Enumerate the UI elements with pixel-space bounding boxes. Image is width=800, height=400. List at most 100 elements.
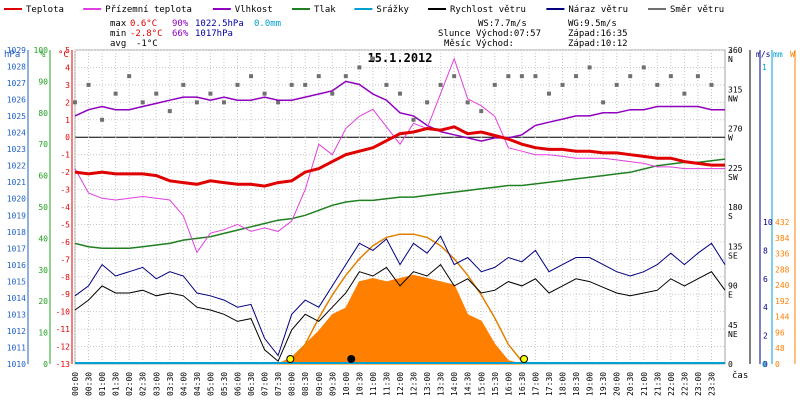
tick-hpa: 1013: [7, 310, 26, 319]
series-solar-theory: [289, 233, 525, 365]
tick-ms: 6: [763, 275, 768, 284]
dir-point: [194, 100, 199, 105]
tick-c: -3: [60, 186, 70, 195]
stat-avg-label: avg: [110, 39, 126, 49]
dir-point: [357, 65, 362, 70]
tick-mm: 1: [762, 63, 767, 72]
tick-hpa: 1027: [7, 79, 26, 88]
tick-c: -10: [56, 308, 71, 317]
dir-point: [655, 82, 660, 87]
axis-c-label: °C: [58, 50, 69, 60]
tick-time: 07:00: [261, 372, 270, 396]
tick-c: -4: [60, 203, 70, 212]
dir-point: [113, 91, 118, 96]
series-temperature: [74, 125, 725, 188]
stat-ws: WS:7.7m/s: [478, 19, 527, 29]
stat-sun-label: Slunce: [438, 29, 471, 39]
moonset-marker: [347, 355, 356, 363]
chart-title: 15.1.2012: [367, 51, 432, 65]
tick-c: 2: [65, 98, 70, 107]
tick-dir: 0: [728, 360, 733, 369]
tick-dir: SW: [728, 173, 738, 182]
tick-dir: 90: [728, 282, 738, 291]
dir-point: [560, 82, 565, 87]
dir-point: [546, 91, 551, 96]
tick-hpa: 1011: [7, 343, 26, 352]
dir-point: [181, 82, 186, 87]
dir-point: [276, 100, 281, 105]
stat-wg: WG:9.5m/s: [568, 19, 617, 29]
axis-time-label: čas: [732, 370, 748, 381]
dir-point: [289, 82, 294, 87]
tick-w: 144: [775, 313, 790, 322]
tick-c: -12: [56, 343, 71, 352]
tick-dir: N: [728, 55, 733, 64]
tick-time: 05:00: [206, 372, 215, 396]
tick-w: 0: [775, 360, 780, 369]
legend-label: Náraz větru: [568, 5, 628, 15]
tick-w: 96: [775, 328, 785, 337]
tick-c: -8: [60, 273, 70, 282]
tick-ms: 8: [763, 246, 768, 255]
dir-point: [601, 100, 606, 105]
tick-c: 5: [65, 46, 70, 55]
tick-time: 05:30: [220, 372, 229, 396]
tick-time: 17:30: [545, 372, 554, 396]
tick-ms: 10: [763, 218, 773, 227]
tick-time: 04:00: [179, 372, 188, 396]
tick-ms: 0: [763, 360, 768, 369]
tick-time: 03:30: [166, 372, 175, 396]
dir-point: [370, 56, 375, 61]
stat-moon-label: Měsíc: [444, 39, 471, 49]
tick-time: 04:30: [193, 372, 202, 396]
tick-hpa: 1022: [7, 162, 26, 171]
tick-time: 18:00: [559, 372, 568, 396]
tick-c: -1: [60, 151, 70, 160]
dir-point: [709, 82, 714, 87]
stat-max-temp: 0.6°C: [130, 19, 157, 29]
tick-hpa: 1018: [7, 228, 26, 237]
tick-w: 384: [775, 234, 790, 243]
tick-mm: 0: [762, 360, 767, 369]
tick-dir: 360: [728, 46, 743, 55]
tick-time: 16:30: [518, 372, 527, 396]
tick-c: -9: [60, 290, 70, 299]
dir-point: [100, 117, 105, 122]
dir-point: [411, 117, 416, 122]
tick-dir: NE: [728, 330, 738, 339]
series-pressure: [74, 158, 726, 250]
series-wind-speed: [74, 263, 726, 363]
tick-time: 22:00: [667, 372, 676, 396]
tick-time: 03:00: [152, 372, 161, 396]
tick-time: 02:30: [139, 372, 148, 396]
axis-hpa-label: hPa: [4, 50, 20, 60]
tick-hpa: 1028: [7, 63, 26, 72]
tick-c: -11: [56, 325, 71, 334]
tick-dir: 180: [728, 203, 743, 212]
tick-c: -13: [56, 360, 71, 369]
tick-hpa: 1019: [7, 211, 26, 220]
tick-hpa: 1026: [7, 96, 26, 105]
tick-dir: S: [728, 212, 733, 221]
legend-label: Přízemní teplota: [105, 5, 192, 15]
tick-hpa: 1020: [7, 195, 26, 204]
tick-pct: 20: [38, 297, 48, 306]
tick-time: 15:00: [477, 372, 486, 396]
tick-time: 01:30: [112, 372, 121, 396]
tick-pct: 0: [43, 360, 48, 369]
tick-c: -2: [60, 168, 70, 177]
dir-point: [492, 82, 497, 87]
dir-point: [533, 74, 538, 79]
dir-point: [641, 65, 646, 70]
dir-point: [682, 91, 687, 96]
tick-w: 192: [775, 297, 790, 306]
dir-point: [86, 82, 91, 87]
tick-time: 14:00: [450, 372, 459, 396]
dir-point: [614, 82, 619, 87]
tick-c: 3: [65, 81, 70, 90]
tick-time: 09:00: [315, 372, 324, 396]
tick-dir: 45: [728, 321, 738, 330]
tick-time: 07:30: [274, 372, 283, 396]
tick-hpa: 1021: [7, 178, 26, 187]
